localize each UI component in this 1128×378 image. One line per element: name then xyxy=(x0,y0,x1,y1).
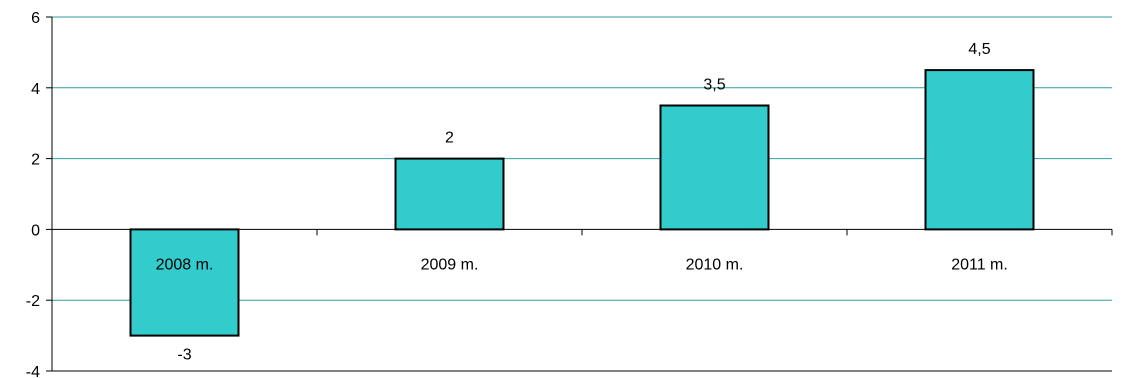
category-label: 2008 m. xyxy=(156,256,214,273)
data-label: -3 xyxy=(177,347,191,364)
category-label: 2010 m. xyxy=(686,256,744,273)
bar xyxy=(129,228,240,337)
y-tick-label: -2 xyxy=(26,293,40,310)
bar xyxy=(394,157,505,231)
data-label: 4,5 xyxy=(968,41,990,58)
bars xyxy=(129,69,1035,337)
data-label: 3,5 xyxy=(703,77,725,94)
y-tick-label: 0 xyxy=(31,222,40,239)
y-tick-label: -4 xyxy=(26,364,40,378)
labels: -4 -2 0 2 4 6 -3 2008 m. 2 2009 m. 3,5 2010 m. 4,5 20… xyxy=(26,10,1008,378)
y-tick-label: 6 xyxy=(31,10,40,27)
category-label: 2009 m. xyxy=(421,256,479,273)
bar xyxy=(924,69,1035,231)
data-label: 2 xyxy=(445,130,454,147)
category-label: 2011 m. xyxy=(951,256,1008,273)
bar xyxy=(659,104,770,231)
y-tick-label: 4 xyxy=(31,81,40,98)
y-tick-label: 2 xyxy=(31,152,40,169)
